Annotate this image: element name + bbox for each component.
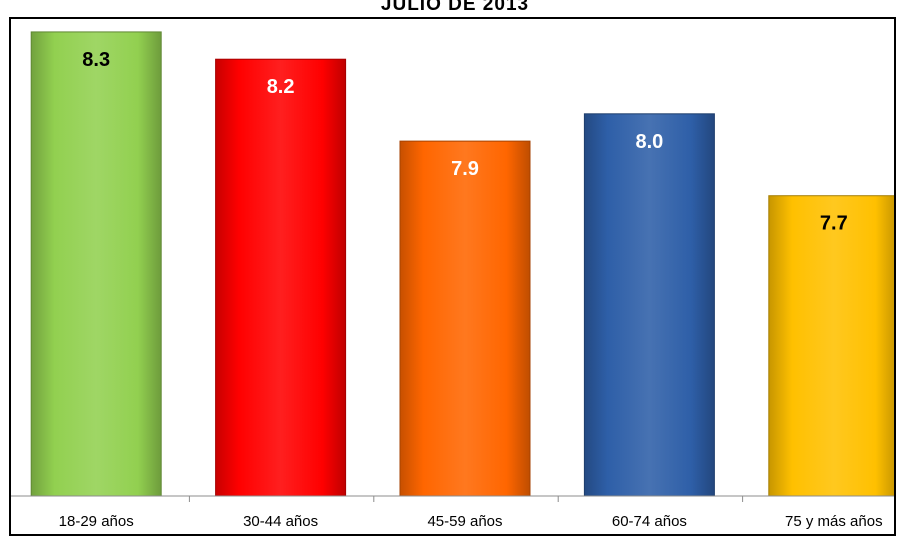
- bar-2: [215, 58, 347, 497]
- x-tick-label-1: 18-29 años: [59, 513, 134, 530]
- bar-chart: 18-29 años 30-44 años 45-59 años 60-74 años…: [11, 31, 894, 530]
- bar-3: [399, 140, 531, 497]
- value-label-3: 7.9: [451, 158, 479, 180]
- bars-group: [30, 31, 894, 497]
- x-axis: 18-29 años 30-44 años 45-59 años 60-74 años…: [11, 495, 894, 530]
- x-tick-label-2: 30-44 años: [243, 513, 318, 530]
- bar-4: [583, 113, 715, 497]
- value-label-5: 7.7: [820, 213, 848, 235]
- x-tick-label-5: 75 y más años: [785, 513, 883, 530]
- x-tick-label-4: 60-74 años: [612, 513, 687, 530]
- value-label-1: 8.3: [82, 49, 110, 71]
- bar-1: [30, 31, 162, 497]
- chart-area: 18-29 años 30-44 años 45-59 años 60-74 años…: [9, 17, 896, 536]
- bar-5: [768, 195, 894, 497]
- chart-title: JULIO DE 2013: [380, 0, 530, 15]
- x-tick-label-3: 45-59 años: [427, 513, 502, 530]
- value-label-4: 8.0: [635, 131, 663, 153]
- value-label-2: 8.2: [267, 76, 295, 98]
- value-labels-group: 8.3 8.2 7.9 8.0 7.7: [82, 49, 847, 235]
